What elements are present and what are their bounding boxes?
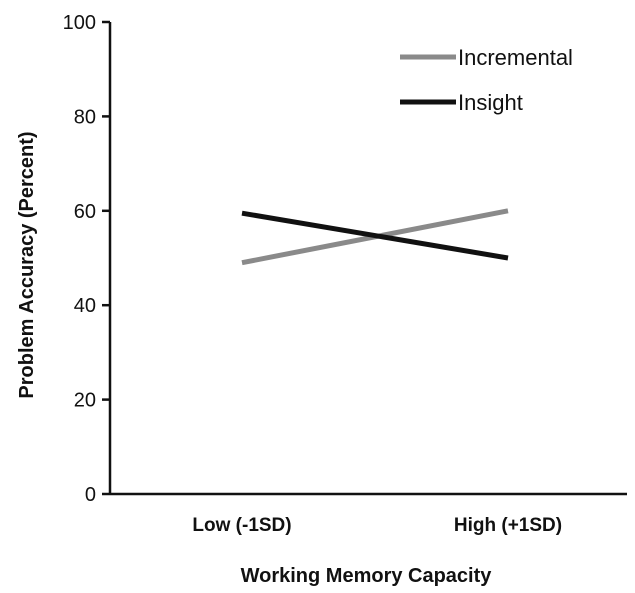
y-tick-label: 80 <box>74 106 96 128</box>
legend: Incremental Insight <box>400 45 573 115</box>
x-tick-label: High (+1SD) <box>454 515 562 536</box>
y-tick-label: 20 <box>74 390 96 412</box>
y-axis-title: Problem Accuracy (Percent) <box>16 131 38 398</box>
x-axis-title: Working Memory Capacity <box>241 565 493 587</box>
y-tick-label: 0 <box>85 484 96 506</box>
legend-label: Insight <box>458 90 523 115</box>
y-tick-label: 40 <box>74 295 96 317</box>
x-axis-labels: Low (-1SD) High (+1SD) <box>192 515 562 536</box>
y-tick-label: 100 <box>63 12 96 34</box>
x-tick-label: Low (-1SD) <box>192 515 291 536</box>
y-tick-label: 60 <box>74 201 96 223</box>
series-lines <box>241 208 509 266</box>
legend-label: Incremental <box>458 45 573 70</box>
series-line-insight <box>241 210 509 261</box>
y-axis-ticks: 0 20 40 60 80 100 <box>63 12 110 506</box>
